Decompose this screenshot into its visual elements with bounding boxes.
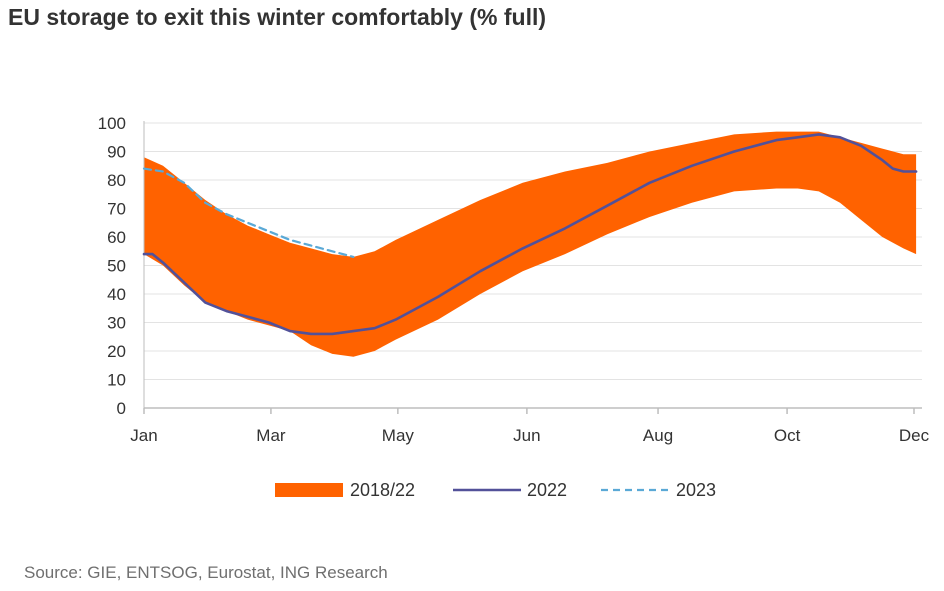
series-line-2023: [142, 167, 355, 258]
y-tick-label-10: 10: [107, 371, 126, 390]
y-tick-label-50: 50: [107, 257, 126, 276]
legend-label-2023: 2023: [676, 480, 716, 500]
x-tick-label-Oct: Oct: [774, 426, 801, 445]
y-tick-label-90: 90: [107, 143, 126, 162]
x-tick-label-Aug: Aug: [643, 426, 673, 445]
legend-swatch-band: [275, 483, 343, 497]
x-tick-label-Dec: Dec: [899, 426, 930, 445]
y-tick-label-40: 40: [107, 285, 126, 304]
x-tick-label-Mar: Mar: [256, 426, 286, 445]
series-line-2022: [142, 133, 918, 336]
legend-label-band: 2018/22: [350, 480, 415, 500]
legend: 2018/22 2022 2023: [275, 480, 716, 500]
y-tick-label-0: 0: [117, 399, 126, 418]
source-note: Source: GIE, ENTSOG, Eurostat, ING Resea…: [24, 563, 388, 582]
x-tick-label-May: May: [382, 426, 415, 445]
x-tick-label-Jun: Jun: [513, 426, 540, 445]
y-tick-label-60: 60: [107, 228, 126, 247]
y-tick-label-70: 70: [107, 200, 126, 219]
chart-title: EU storage to exit this winter comfortab…: [8, 4, 547, 30]
y-axis-ticks: 0 10 20 30 40 50 60 70 80 90 100: [98, 114, 126, 418]
y-tick-label-80: 80: [107, 171, 126, 190]
series-layer: [142, 133, 918, 336]
x-axis-ticks: Jan Mar May Jun Aug Oct Dec: [130, 408, 930, 445]
x-tick-label-Jan: Jan: [130, 426, 157, 445]
legend-label-2022: 2022: [527, 480, 567, 500]
y-tick-label-100: 100: [98, 114, 126, 133]
y-tick-label-20: 20: [107, 342, 126, 361]
y-tick-label-30: 30: [107, 314, 126, 333]
